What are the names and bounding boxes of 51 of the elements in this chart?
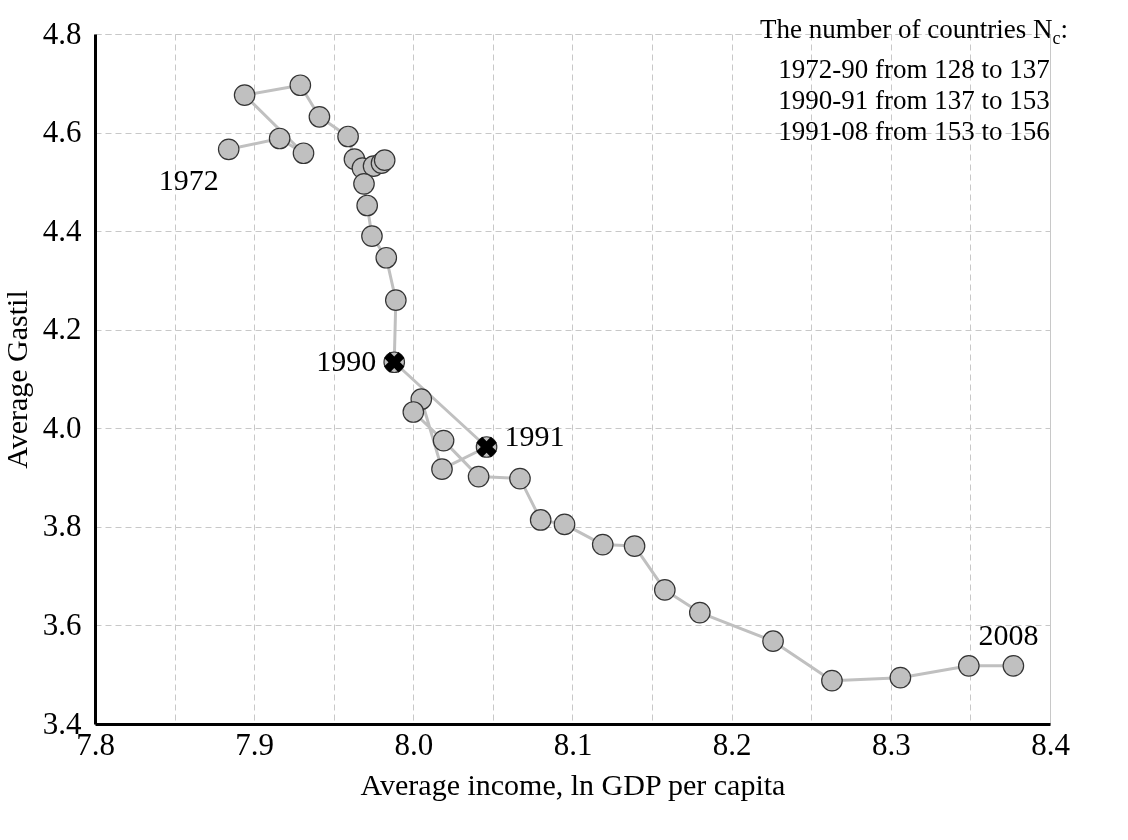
x-tick-label: 8.4 — [1031, 726, 1071, 762]
point — [384, 289, 407, 311]
point — [1002, 655, 1025, 677]
point — [308, 105, 331, 128]
point — [762, 630, 784, 653]
point — [375, 246, 398, 269]
annotation: 1990-91 from 137 to 153 — [777, 85, 1051, 117]
x-tick-label: 8.3 — [871, 726, 911, 762]
y-tick-label: 4.4 — [42, 212, 82, 248]
annotation: 1991 — [504, 419, 565, 453]
point — [509, 467, 531, 490]
point — [217, 138, 240, 161]
point — [432, 429, 455, 452]
point — [623, 535, 646, 557]
annotation: 1972 — [158, 163, 219, 197]
point — [591, 533, 614, 556]
x-tick-label: 7.9 — [235, 726, 275, 762]
annotation: 1990 — [316, 344, 377, 378]
point — [688, 601, 711, 624]
y-tick-label: 4.8 — [42, 15, 82, 51]
point — [361, 225, 383, 247]
x-axis-title: Average income, ln GDP per capita — [360, 767, 786, 801]
point — [553, 513, 576, 536]
point — [356, 194, 379, 217]
y-tick-label: 4.0 — [42, 409, 82, 445]
point — [337, 125, 359, 148]
y-tick-label: 4.2 — [42, 311, 82, 347]
y-tick-label: 3.6 — [42, 606, 82, 642]
point — [821, 669, 843, 692]
point — [292, 142, 315, 165]
point — [653, 579, 676, 601]
annotation: 1972-90 from 128 to 137 — [777, 54, 1051, 86]
y-tick-label: 4.6 — [42, 114, 82, 150]
point — [353, 173, 375, 195]
x-tick-label: 8.2 — [712, 726, 752, 762]
point — [431, 458, 453, 481]
annotation: 1991-08 from 153 to 156 — [777, 116, 1051, 148]
point — [402, 401, 425, 423]
point — [889, 666, 912, 689]
annotation: 2008 — [978, 617, 1039, 651]
y-axis-title: Average Gastil — [0, 290, 33, 469]
y-tick-label: 3.8 — [42, 508, 82, 544]
point — [467, 465, 490, 488]
point — [529, 509, 552, 531]
point — [233, 84, 256, 106]
point — [268, 127, 291, 150]
point — [289, 74, 312, 97]
x-tick-label: 8.0 — [394, 726, 434, 762]
annotation: The number of countries N$_{c}$: — [760, 14, 1068, 51]
point — [957, 655, 980, 677]
x-tick-label: 8.1 — [553, 726, 593, 762]
